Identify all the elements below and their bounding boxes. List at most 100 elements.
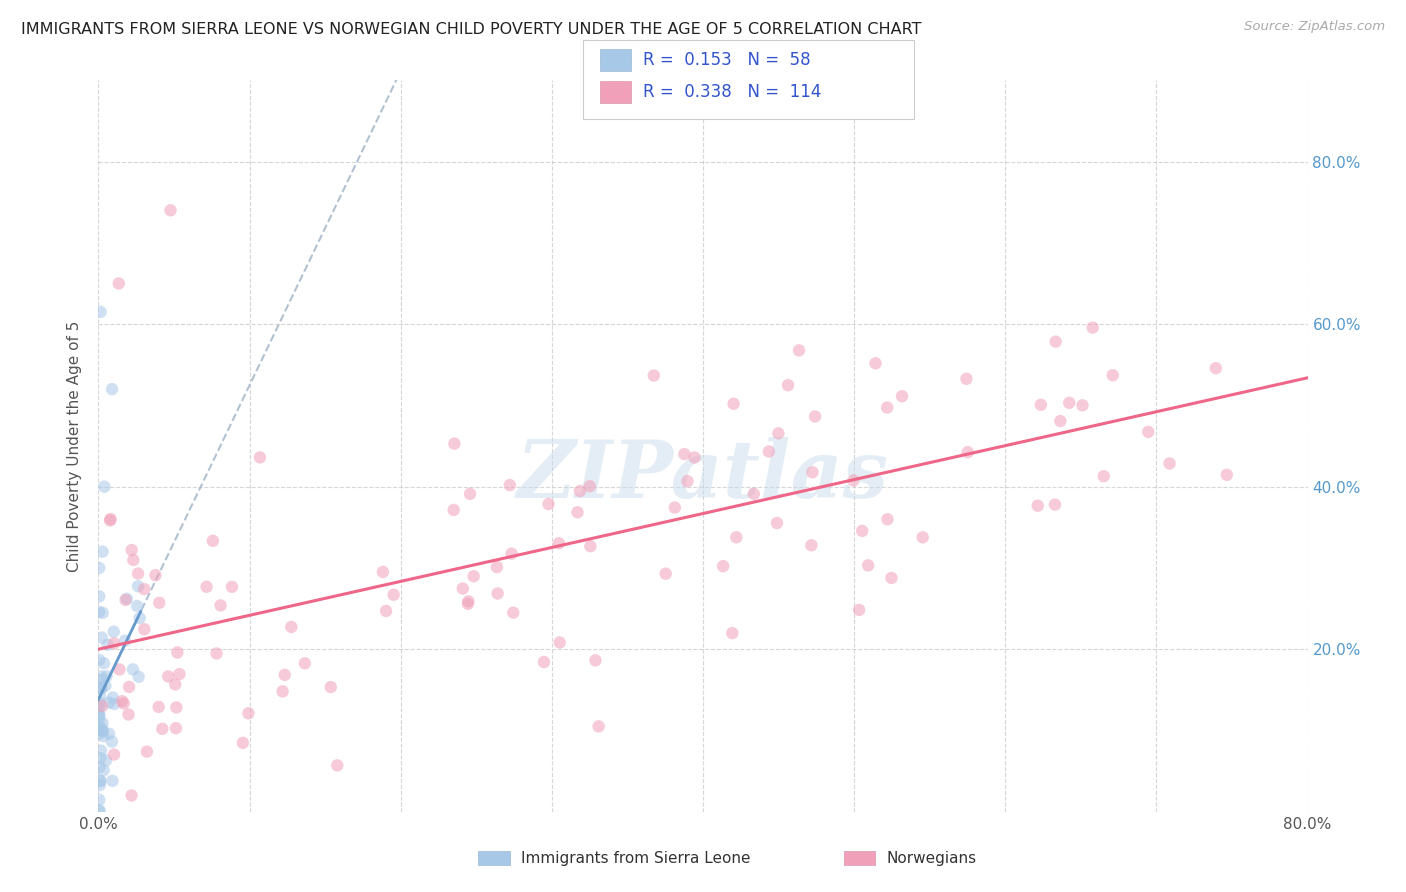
Point bbox=[1049, 414, 1071, 428]
Point bbox=[91, 723, 114, 738]
Point bbox=[683, 450, 706, 465]
Point bbox=[876, 401, 898, 415]
Point bbox=[121, 789, 143, 803]
Point bbox=[89, 561, 111, 575]
Point bbox=[165, 700, 187, 714]
Point bbox=[851, 524, 873, 538]
Point bbox=[463, 569, 485, 583]
Point bbox=[1045, 334, 1067, 349]
Text: ZIPatlas: ZIPatlas bbox=[517, 436, 889, 514]
Point bbox=[114, 593, 136, 607]
Point bbox=[280, 620, 302, 634]
Point bbox=[238, 706, 260, 721]
Point bbox=[1159, 457, 1181, 471]
Point bbox=[89, 721, 111, 735]
Point bbox=[842, 474, 865, 488]
Point bbox=[118, 680, 141, 694]
Point bbox=[89, 760, 111, 774]
Point bbox=[89, 793, 111, 807]
Point bbox=[89, 690, 111, 704]
Point bbox=[537, 497, 560, 511]
Point bbox=[548, 635, 571, 649]
Point bbox=[117, 707, 139, 722]
Point bbox=[93, 729, 115, 743]
Point bbox=[101, 690, 124, 705]
Point bbox=[725, 530, 748, 544]
Point bbox=[101, 734, 124, 748]
Point bbox=[148, 699, 170, 714]
Point bbox=[502, 606, 524, 620]
Point bbox=[89, 778, 111, 792]
Point bbox=[1081, 320, 1104, 334]
Point bbox=[326, 758, 349, 772]
Point bbox=[742, 487, 765, 501]
Point bbox=[114, 633, 136, 648]
Point bbox=[723, 397, 745, 411]
Point bbox=[90, 631, 112, 645]
Point bbox=[98, 727, 121, 741]
Point bbox=[111, 694, 134, 708]
Point bbox=[89, 653, 111, 667]
Point bbox=[664, 500, 686, 515]
Point bbox=[721, 626, 744, 640]
Point bbox=[112, 697, 135, 711]
Point bbox=[776, 378, 799, 392]
Point bbox=[956, 445, 979, 459]
Point bbox=[711, 559, 734, 574]
Point bbox=[108, 663, 131, 677]
Point bbox=[801, 465, 824, 479]
Point bbox=[89, 701, 111, 715]
Point bbox=[195, 580, 218, 594]
Point bbox=[578, 479, 600, 493]
Point bbox=[90, 305, 112, 319]
Point bbox=[98, 696, 121, 710]
Point bbox=[103, 747, 125, 762]
Point bbox=[1137, 425, 1160, 439]
Point bbox=[127, 579, 149, 593]
Point bbox=[804, 409, 827, 424]
Point bbox=[375, 604, 398, 618]
Point bbox=[150, 722, 173, 736]
Point bbox=[91, 699, 114, 714]
Point bbox=[93, 764, 115, 778]
Point bbox=[90, 681, 112, 695]
Point bbox=[955, 372, 977, 386]
Point bbox=[103, 636, 125, 650]
Point bbox=[588, 719, 610, 733]
Point bbox=[768, 426, 790, 441]
Point bbox=[911, 530, 934, 544]
Point bbox=[848, 603, 870, 617]
Point bbox=[107, 277, 129, 291]
Point bbox=[93, 657, 115, 671]
Point bbox=[89, 605, 111, 619]
Point bbox=[567, 505, 589, 519]
Point bbox=[787, 343, 810, 358]
Point bbox=[90, 673, 112, 687]
Point bbox=[90, 723, 112, 737]
Point bbox=[128, 670, 150, 684]
Text: Norwegians: Norwegians bbox=[886, 851, 977, 865]
Point bbox=[457, 594, 479, 608]
Point bbox=[98, 513, 121, 527]
Point bbox=[89, 590, 111, 604]
Point bbox=[1101, 368, 1123, 383]
Point bbox=[103, 697, 125, 711]
Point bbox=[101, 773, 124, 788]
Point bbox=[135, 745, 157, 759]
Point bbox=[91, 723, 114, 738]
Point bbox=[458, 487, 481, 501]
Point bbox=[1205, 361, 1227, 376]
Point bbox=[103, 624, 125, 639]
Text: Immigrants from Sierra Leone: Immigrants from Sierra Leone bbox=[520, 851, 751, 865]
Point bbox=[1029, 398, 1052, 412]
Point bbox=[443, 436, 465, 450]
Point bbox=[1092, 469, 1115, 483]
Point bbox=[125, 599, 148, 613]
Point bbox=[90, 744, 112, 758]
Point bbox=[93, 480, 115, 494]
Point bbox=[89, 774, 111, 789]
Point bbox=[91, 716, 114, 731]
Point bbox=[89, 720, 111, 734]
Point bbox=[1057, 396, 1080, 410]
Text: IMMIGRANTS FROM SIERRA LEONE VS NORWEGIAN CHILD POVERTY UNDER THE AGE OF 5 CORRE: IMMIGRANTS FROM SIERRA LEONE VS NORWEGIA… bbox=[21, 22, 921, 37]
